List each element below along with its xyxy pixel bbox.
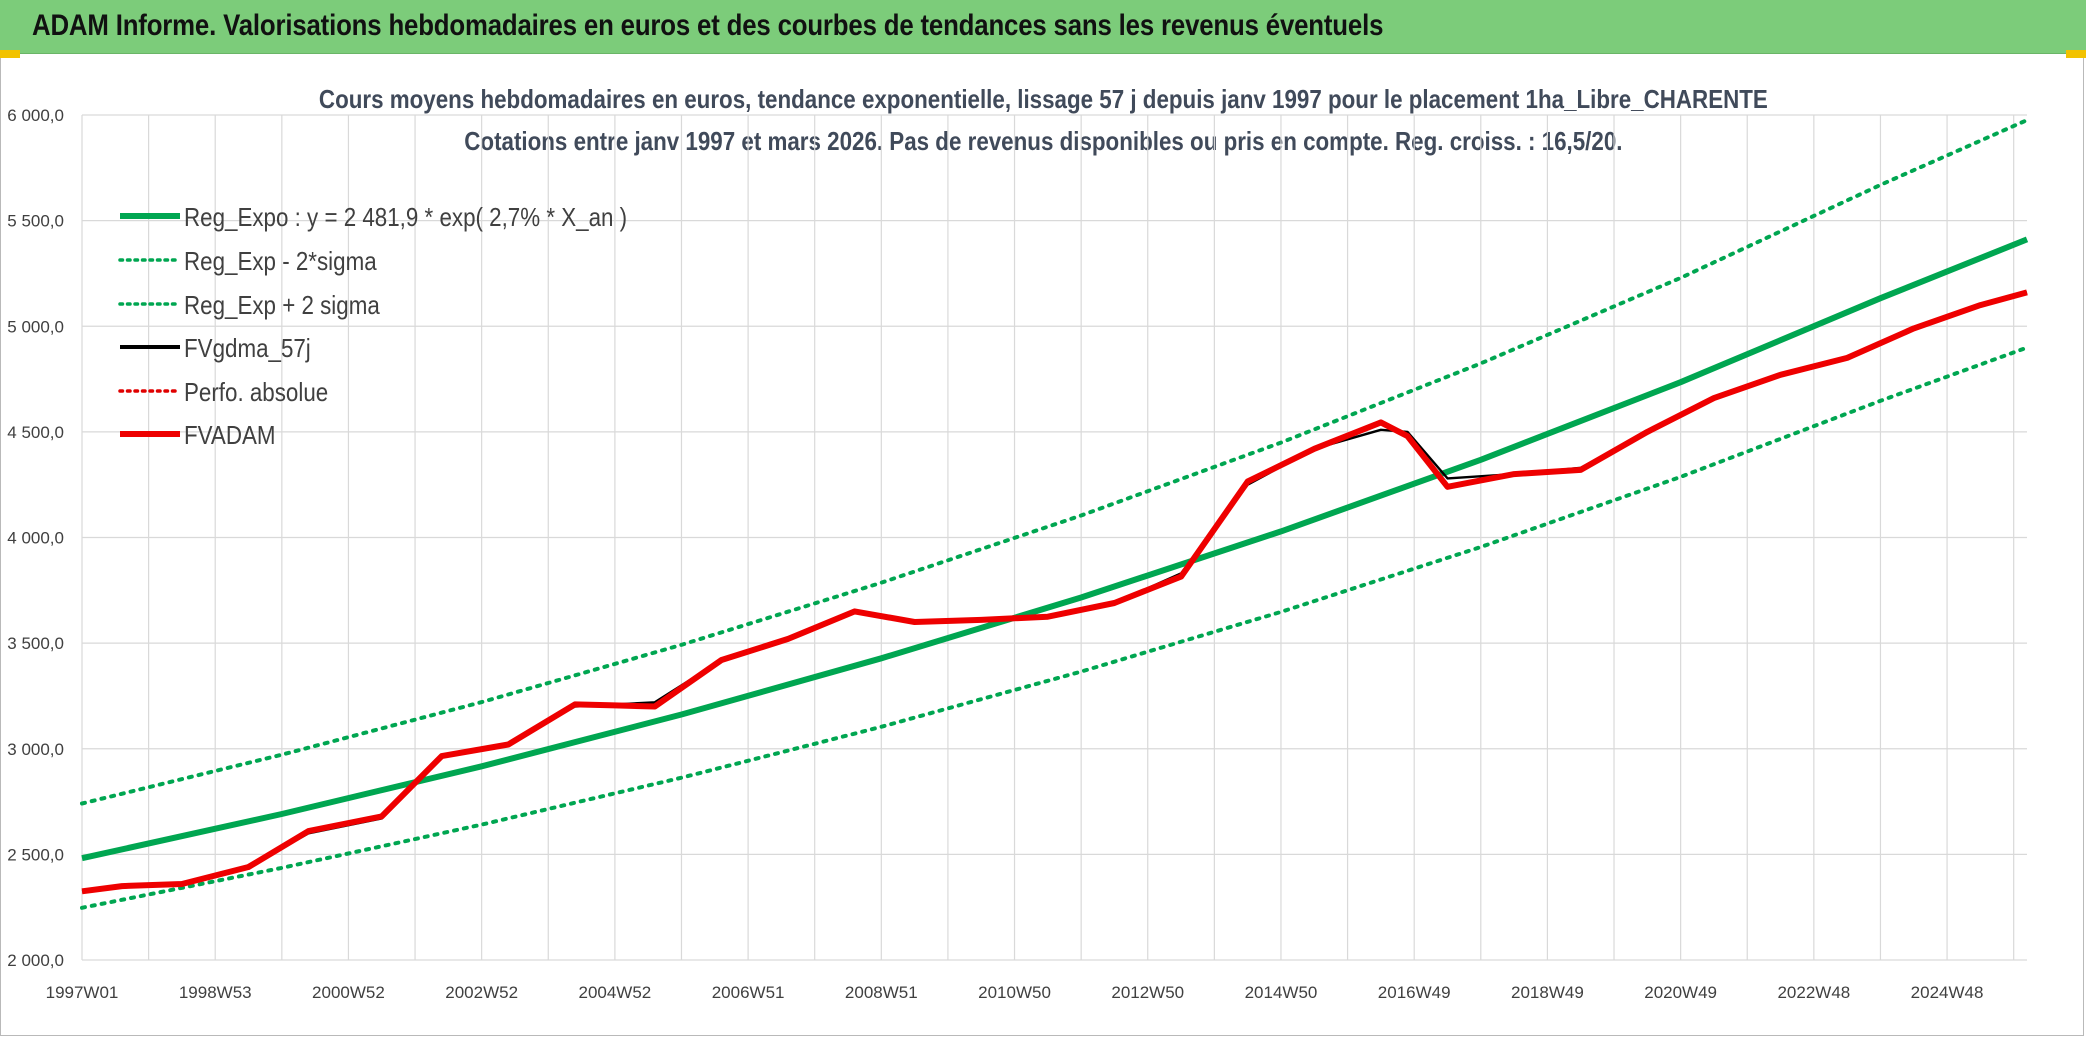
y-tick-label: 4 000,0 <box>7 529 64 548</box>
y-tick-label: 2 000,0 <box>7 951 64 970</box>
y-tick-label: 4 500,0 <box>7 423 64 442</box>
x-tick-label: 2018W49 <box>1511 983 1584 1002</box>
x-tick-label: 2004W52 <box>578 983 651 1002</box>
chart-subtitle-text: Cotations entre janv 1997 et mars 2026. … <box>463 126 1623 156</box>
series-line-5 <box>81 289 2028 895</box>
x-tick-label: 2006W51 <box>712 983 785 1002</box>
corner-marker-right <box>2066 50 2086 58</box>
legend-label: FVgdma_57j <box>184 333 311 363</box>
x-tick-label: 1998W53 <box>179 983 252 1002</box>
legend-swatch <box>120 213 180 219</box>
x-tick-label: 2008W51 <box>845 983 918 1002</box>
x-tick-label: 2002W52 <box>445 983 518 1002</box>
legend-swatch <box>118 302 182 306</box>
x-tick-label: 2000W52 <box>312 983 385 1002</box>
legend-swatch <box>120 345 180 349</box>
series-line-3 <box>81 291 2028 893</box>
chart-title: Cours moyens hebdomadaires en euros, ten… <box>0 84 2086 115</box>
legend-label: Perfo. absolue <box>184 377 329 407</box>
header-banner: ADAM Informe. Valorisations hebdomadaire… <box>0 0 2086 54</box>
chart-title-text: Cours moyens hebdomadaires en euros, ten… <box>318 84 1768 114</box>
legend-label: Reg_Exp + 2 sigma <box>184 290 380 320</box>
x-tick-label: 2014W50 <box>1245 983 1318 1002</box>
corner-marker-left <box>0 50 20 58</box>
series-line-0 <box>81 236 2029 862</box>
y-tick-label: 6 000,0 <box>7 106 64 125</box>
legend-swatch <box>118 258 182 262</box>
y-tick-label: 3 000,0 <box>7 740 64 759</box>
x-tick-label: 1997W01 <box>46 983 119 1002</box>
y-tick-label: 2 500,0 <box>7 845 64 864</box>
y-tick-label: 5 500,0 <box>7 212 64 231</box>
x-tick-label: 2010W50 <box>978 983 1051 1002</box>
y-tick-label: 5 000,0 <box>7 317 64 336</box>
x-tick-label: 2024W48 <box>1911 983 1984 1002</box>
legend-label: FVADAM <box>184 420 276 450</box>
x-tick-label: 2012W50 <box>1111 983 1184 1002</box>
x-tick-label: 2020W49 <box>1644 983 1717 1002</box>
legend-swatch <box>120 431 180 437</box>
x-tick-label: 2016W49 <box>1378 983 1451 1002</box>
banner-title: ADAM Informe. Valorisations hebdomadaire… <box>32 9 1384 42</box>
legend-label: Reg_Expo : y = 2 481,9 * exp( 2,7% * X_a… <box>184 202 628 232</box>
series-line-2 <box>80 118 2029 806</box>
legend-swatch <box>118 389 182 393</box>
series-line-1 <box>80 345 2029 910</box>
chart-subtitle: Cotations entre janv 1997 et mars 2026. … <box>0 126 2086 157</box>
x-tick-label: 2022W48 <box>1777 983 1850 1002</box>
y-tick-label: 3 500,0 <box>7 634 64 653</box>
legend-label: Reg_Exp - 2*sigma <box>184 246 377 276</box>
